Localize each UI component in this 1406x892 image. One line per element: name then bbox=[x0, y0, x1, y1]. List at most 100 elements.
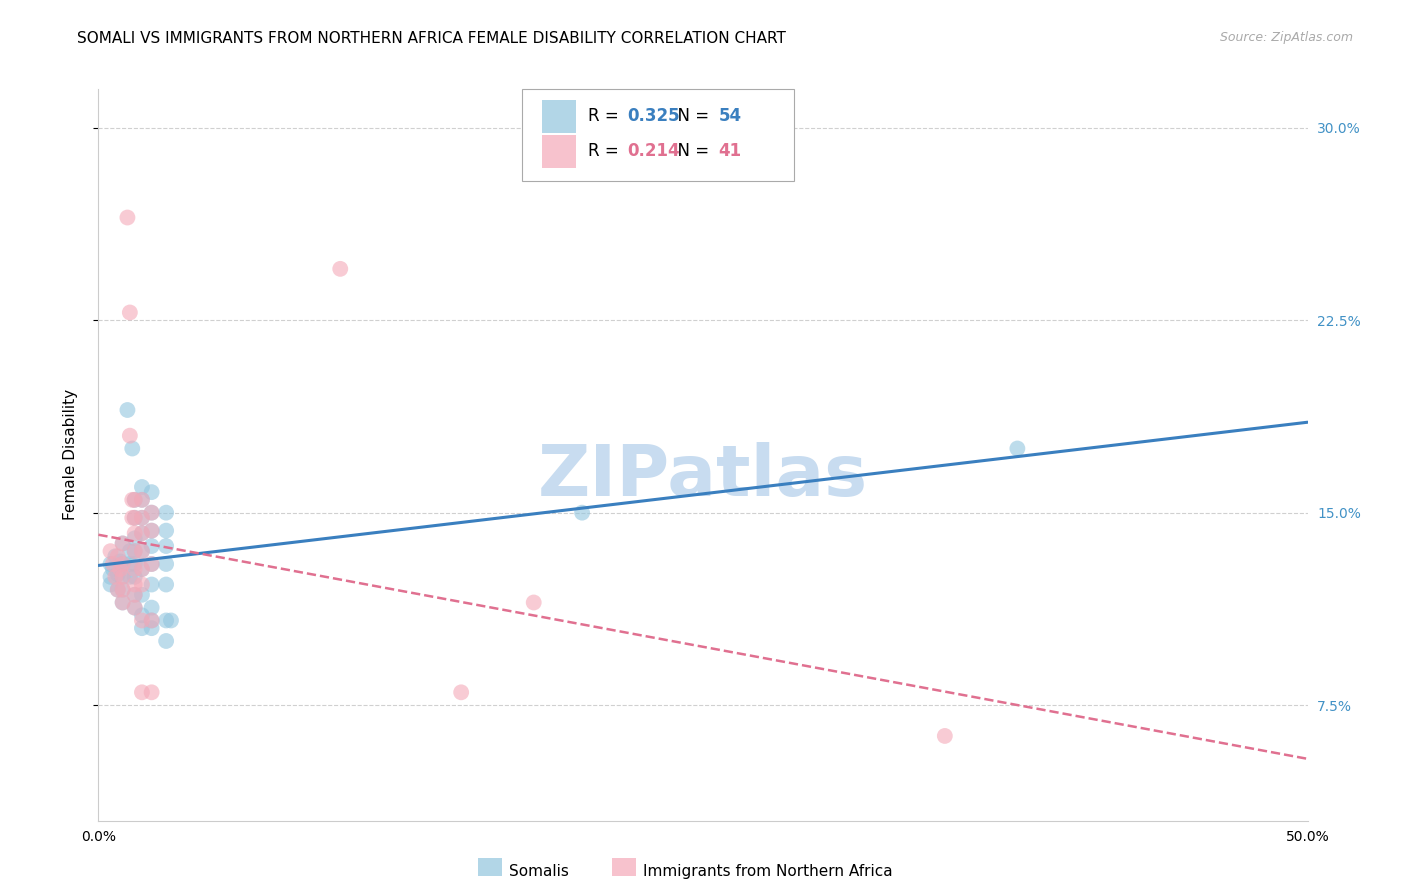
Text: R =: R = bbox=[588, 143, 624, 161]
Point bbox=[124, 588, 146, 602]
Point bbox=[111, 582, 134, 597]
Point bbox=[141, 539, 163, 553]
Text: 0.325: 0.325 bbox=[627, 107, 679, 125]
Point bbox=[1007, 442, 1029, 456]
Point bbox=[160, 614, 183, 628]
Point bbox=[118, 570, 141, 584]
Point bbox=[124, 588, 146, 602]
Point bbox=[118, 557, 141, 571]
Point bbox=[131, 562, 153, 576]
Point bbox=[124, 532, 146, 546]
Point bbox=[124, 544, 146, 558]
Point bbox=[131, 544, 153, 558]
Point bbox=[155, 614, 177, 628]
Text: 54: 54 bbox=[718, 107, 742, 125]
Point bbox=[111, 536, 134, 550]
Point bbox=[107, 549, 129, 564]
Point bbox=[141, 577, 163, 591]
Point bbox=[131, 588, 153, 602]
Point bbox=[111, 557, 134, 571]
Point bbox=[100, 557, 122, 571]
Point bbox=[117, 403, 139, 417]
Point bbox=[111, 582, 134, 597]
Point bbox=[155, 524, 177, 538]
Point bbox=[111, 595, 134, 609]
Point bbox=[124, 492, 146, 507]
Point bbox=[104, 570, 127, 584]
Point bbox=[107, 582, 129, 597]
Point bbox=[100, 544, 122, 558]
Point bbox=[124, 577, 146, 591]
Point bbox=[141, 506, 163, 520]
Point bbox=[155, 557, 177, 571]
Point bbox=[141, 614, 163, 628]
Point bbox=[141, 600, 163, 615]
Point bbox=[141, 621, 163, 635]
Text: ZIPatlas: ZIPatlas bbox=[538, 442, 868, 511]
Text: SOMALI VS IMMIGRANTS FROM NORTHERN AFRICA FEMALE DISABILITY CORRELATION CHART: SOMALI VS IMMIGRANTS FROM NORTHERN AFRIC… bbox=[77, 31, 786, 46]
Point bbox=[155, 634, 177, 648]
Text: N =: N = bbox=[666, 107, 714, 125]
Point bbox=[131, 526, 153, 541]
Point bbox=[934, 729, 956, 743]
Text: 0.214: 0.214 bbox=[627, 143, 679, 161]
Point bbox=[450, 685, 472, 699]
Point bbox=[118, 544, 141, 558]
Point bbox=[101, 557, 124, 571]
Point bbox=[111, 557, 134, 571]
Point bbox=[107, 582, 129, 597]
Point bbox=[329, 261, 352, 276]
Point bbox=[141, 614, 163, 628]
Bar bbox=[543, 100, 576, 133]
FancyBboxPatch shape bbox=[522, 89, 793, 180]
Point bbox=[523, 595, 546, 609]
Point bbox=[104, 549, 127, 564]
Point bbox=[111, 536, 134, 550]
Point bbox=[124, 570, 146, 584]
Point bbox=[118, 305, 141, 319]
Text: 41: 41 bbox=[718, 143, 742, 161]
Point bbox=[141, 685, 163, 699]
Point bbox=[124, 492, 146, 507]
Point bbox=[124, 544, 146, 558]
Point bbox=[121, 510, 143, 524]
Point bbox=[108, 562, 131, 576]
Point bbox=[155, 539, 177, 553]
Point bbox=[100, 577, 122, 591]
Point bbox=[107, 567, 129, 582]
Point bbox=[117, 211, 139, 225]
Point bbox=[131, 510, 153, 524]
Point bbox=[131, 526, 153, 541]
Point bbox=[111, 595, 134, 609]
Text: R =: R = bbox=[588, 107, 624, 125]
Text: Source: ZipAtlas.com: Source: ZipAtlas.com bbox=[1219, 31, 1353, 45]
Point bbox=[121, 442, 143, 456]
Point bbox=[131, 492, 153, 507]
Point bbox=[108, 554, 131, 568]
Point bbox=[131, 480, 153, 494]
Point bbox=[571, 506, 593, 520]
Text: Immigrants from Northern Africa: Immigrants from Northern Africa bbox=[643, 864, 893, 879]
Point bbox=[131, 608, 153, 623]
Point bbox=[131, 510, 153, 524]
Point bbox=[118, 428, 141, 442]
Point bbox=[141, 524, 163, 538]
Point bbox=[121, 492, 143, 507]
Point bbox=[141, 524, 163, 538]
Point bbox=[124, 510, 146, 524]
Point bbox=[101, 562, 124, 576]
Point bbox=[131, 577, 153, 591]
Y-axis label: Female Disability: Female Disability bbox=[63, 389, 77, 521]
Text: N =: N = bbox=[666, 143, 714, 161]
Point bbox=[131, 621, 153, 635]
Point bbox=[131, 614, 153, 628]
Point bbox=[131, 685, 153, 699]
Point bbox=[155, 506, 177, 520]
Point bbox=[124, 600, 146, 615]
Point bbox=[124, 526, 146, 541]
Point bbox=[141, 506, 163, 520]
Point bbox=[124, 510, 146, 524]
Point bbox=[131, 562, 153, 576]
Point bbox=[124, 557, 146, 571]
Point bbox=[141, 557, 163, 571]
